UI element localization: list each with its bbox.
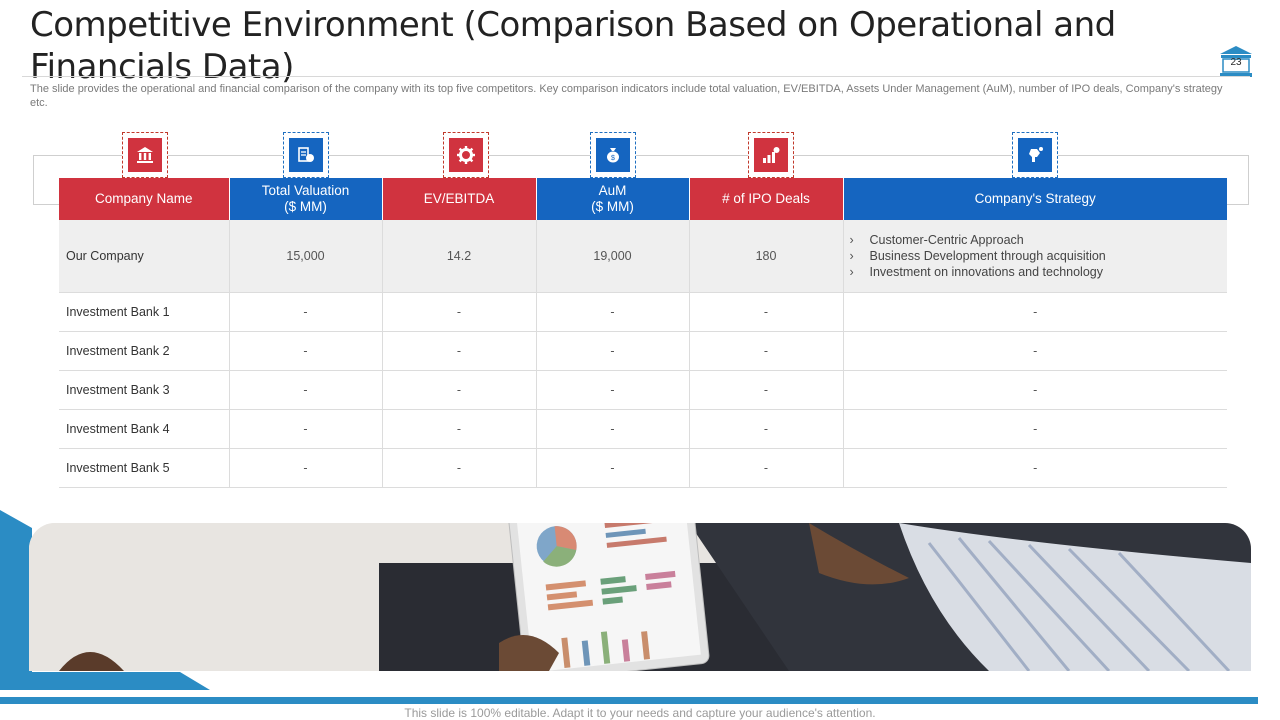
strategy-icon [1029, 147, 1043, 162]
valuation-icon [298, 147, 314, 162]
valuation-icon-box [283, 132, 329, 178]
page-number: 23 [1230, 57, 1242, 68]
cell-ev-ebitda: 14.2 [382, 220, 537, 293]
header-strategy: Company's Strategy [843, 178, 1227, 220]
header-aum: AuM ($ MM) [536, 178, 690, 220]
cell-aum: - [536, 448, 690, 488]
cell-ipo-deals: - [689, 448, 844, 488]
cell-strategy: › Customer-Centric Approach › Business Dev… [843, 220, 1228, 293]
money-bag-icon: $ [607, 148, 619, 163]
cell-total-valuation: 15,000 [229, 220, 383, 293]
table-row: Investment Bank 2 - - - - - [59, 331, 1227, 371]
company-icon-box [122, 132, 168, 178]
cell-ipo-deals: - [689, 292, 844, 332]
cell-strategy: - [843, 448, 1227, 488]
cell-total-valuation: - [229, 448, 383, 488]
cell-company-name: Investment Bank 5 [59, 448, 230, 488]
svg-text:$: $ [611, 155, 615, 162]
table-row: Investment Bank 4 - - - - - [59, 409, 1227, 449]
cell-aum: - [536, 409, 690, 449]
cell-strategy: - [843, 409, 1227, 449]
bank-building-icon [1220, 46, 1252, 77]
title-divider [22, 76, 1250, 77]
cell-ev-ebitda: - [382, 292, 537, 332]
cell-aum: - [536, 331, 690, 371]
footer-note: This slide is 100% editable. Adapt it to… [404, 706, 876, 720]
tablet-chart-photo [29, 523, 1251, 671]
table-row-our-company: Our Company 15,000 14.2 19,000 180 › Cust… [59, 220, 1228, 293]
bottom-accent-bar [0, 697, 1258, 704]
comparison-table: Company Name Total Valuation ($ MM) EV/EB… [59, 178, 1227, 488]
cell-total-valuation: - [229, 370, 383, 410]
cell-company-name: Our Company [59, 220, 230, 293]
header-ev-ebitda: EV/EBITDA [382, 178, 537, 220]
strategy-list: › Customer-Centric Approach › Business Dev… [844, 232, 1228, 280]
cell-strategy: - [843, 292, 1227, 332]
cell-aum: - [536, 370, 690, 410]
cell-total-valuation: - [229, 409, 383, 449]
cell-aum: 19,000 [536, 220, 690, 293]
cell-ipo-deals: - [689, 331, 844, 371]
cell-company-name: Investment Bank 3 [59, 370, 230, 410]
header-total-valuation: Total Valuation ($ MM) [229, 178, 383, 220]
cell-ipo-deals: - [689, 409, 844, 449]
header-ipo-deals: # of IPO Deals [689, 178, 844, 220]
cell-total-valuation: - [229, 331, 383, 371]
business-photo [29, 523, 1251, 671]
cell-ev-ebitda: - [382, 370, 537, 410]
bank-icon [137, 147, 153, 163]
table-row: Investment Bank 5 - - - - - [59, 448, 1227, 488]
cell-ev-ebitda: - [382, 409, 537, 449]
strategy-item: › Customer-Centric Approach [849, 232, 1024, 247]
cell-aum: - [536, 292, 690, 332]
cell-ev-ebitda: - [382, 448, 537, 488]
cell-total-valuation: - [229, 292, 383, 332]
cell-strategy: - [843, 370, 1227, 410]
cell-ev-ebitda: - [382, 331, 537, 371]
cell-ipo-deals: - [689, 370, 844, 410]
aum-icon-box: $ [590, 132, 636, 178]
cell-company-name: Investment Bank 2 [59, 331, 230, 371]
page-number-badge: 23 [1218, 44, 1254, 78]
cell-strategy: - [843, 331, 1227, 371]
cell-ipo-deals: 180 [689, 220, 844, 293]
cell-company-name: Investment Bank 4 [59, 409, 230, 449]
bar-chart-icon [763, 147, 780, 163]
strategy-icon-box [1012, 132, 1058, 178]
gear-icon [457, 146, 475, 164]
ipo-icon-box [748, 132, 794, 178]
ev-ebitda-icon-box [443, 132, 489, 178]
strategy-item: › Business Development through acquisitio… [849, 248, 1106, 263]
table-row: Investment Bank 3 - - - - - [59, 370, 1227, 410]
slide-title: Competitive Environment (Comparison Base… [30, 5, 1116, 87]
strategy-item: › Investment on innovations and technolog… [849, 264, 1104, 279]
table-header-row: Company Name Total Valuation ($ MM) EV/EB… [59, 178, 1227, 220]
slide-subtitle: The slide provides the operational and f… [30, 83, 1223, 109]
header-company-name: Company Name [59, 178, 230, 220]
table-row: Investment Bank 1 - - - - - [59, 292, 1227, 332]
cell-company-name: Investment Bank 1 [59, 292, 230, 332]
